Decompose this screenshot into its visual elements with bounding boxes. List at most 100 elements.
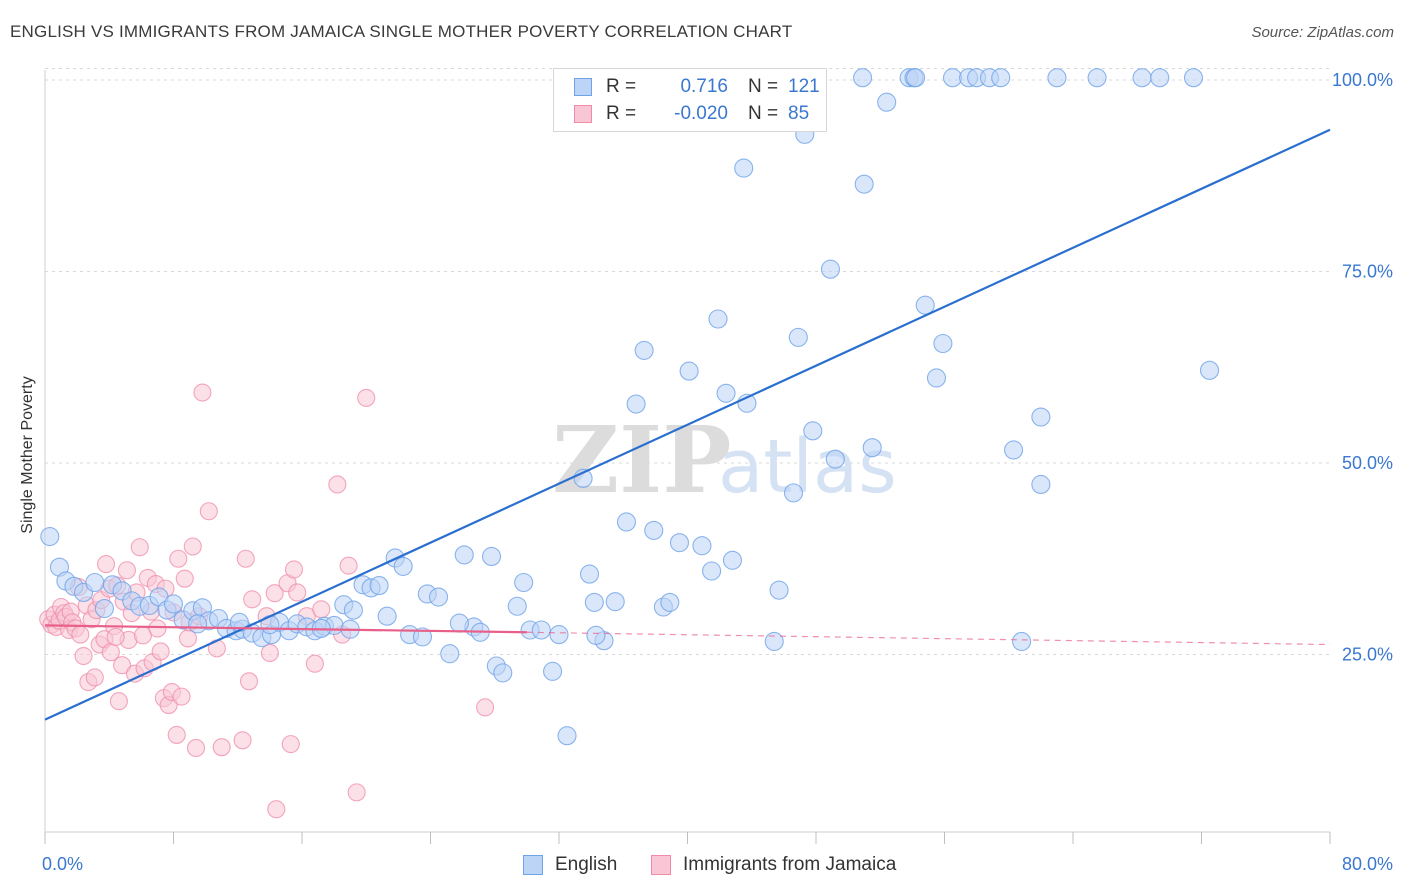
jamaica-point (109, 692, 128, 711)
english-point (543, 661, 563, 681)
english-point (428, 587, 449, 607)
jamaica-point (186, 738, 206, 758)
english-point (481, 546, 502, 567)
bottom-legend-english[interactable]: English (523, 852, 617, 878)
english-point (1012, 631, 1032, 652)
jamaica-point (236, 549, 255, 568)
jamaica-trend-extension (526, 631, 1331, 646)
english-point (1031, 474, 1051, 494)
watermark-zip: ZIP (552, 406, 731, 514)
english-point (716, 383, 736, 403)
x-tick-label-max: 80.0% (1342, 854, 1393, 874)
english-point (644, 520, 664, 540)
jamaica-point (130, 538, 149, 557)
jamaica-point (260, 643, 279, 663)
english-point (94, 598, 114, 619)
legend-swatch-jamaica (574, 105, 592, 123)
english-point (660, 592, 680, 612)
jamaica-point (265, 584, 284, 603)
english-point (803, 421, 823, 441)
english-point (493, 663, 513, 683)
english-point (188, 614, 208, 634)
jamaica-point (106, 627, 125, 646)
jamaica-point (305, 654, 324, 673)
english-point (449, 613, 469, 633)
jamaica-point (169, 549, 188, 568)
source-credit: Source: ZipAtlas.com (1251, 24, 1394, 41)
english-point (343, 600, 363, 620)
english-point (616, 512, 637, 532)
english-point (702, 561, 722, 581)
legend-r-value-english: 0.716 (680, 76, 728, 97)
english-point (634, 340, 654, 360)
legend-n-label: N = (748, 103, 779, 124)
english-trend-line (44, 128, 1331, 721)
bottom-legend-label-jamaica: Immigrants from Jamaica (683, 854, 897, 875)
legend-n-label: N = (748, 76, 779, 97)
jamaica-point (172, 687, 191, 706)
jamaica-point (233, 731, 252, 750)
jamaica-point (339, 556, 358, 575)
jamaica-point (288, 583, 307, 602)
jamaica-point (148, 619, 167, 638)
jamaica-point (117, 561, 136, 580)
jamaica-point (357, 388, 376, 407)
jamaica-point (281, 735, 300, 754)
english-point (764, 631, 784, 652)
english-point (788, 327, 808, 347)
stats-legend: R = 0.716 N = 121 R = -0.020 N = 85 (553, 68, 827, 132)
english-point (942, 68, 963, 88)
jamaica-point (167, 725, 186, 744)
jamaica-trend-line (44, 624, 527, 634)
english-point (557, 726, 577, 746)
jamaica-point (113, 656, 132, 675)
bottom-legend-jamaica[interactable]: Immigrants from Jamaica (651, 852, 896, 878)
legend-row-english: R = 0.716 N = 121 (574, 74, 820, 100)
y-tick-label: 25.0% (1342, 645, 1393, 665)
english-point (933, 333, 953, 354)
legend-row-jamaica: R = -0.020 N = 85 (574, 101, 809, 127)
english-point (1004, 440, 1024, 460)
jamaica-point (199, 502, 218, 521)
x-tick-label-min: 0.0% (42, 854, 83, 874)
jamaica-point (267, 800, 286, 819)
jamaica-point (239, 672, 259, 691)
jamaica-point (212, 738, 231, 757)
english-point (369, 576, 389, 596)
english-point (440, 644, 460, 664)
english-point (163, 594, 184, 614)
jamaica-point (85, 668, 104, 687)
english-point (877, 92, 897, 112)
jamaica-point (312, 600, 331, 619)
jamaica-point (347, 783, 366, 802)
bottom-legend-swatch-jamaica (651, 855, 671, 875)
english-point (1132, 68, 1152, 88)
y-tick-label: 100.0% (1332, 70, 1393, 90)
bottom-legend-swatch-english (523, 855, 543, 875)
y-tick-label: 75.0% (1342, 262, 1393, 282)
english-point (906, 68, 926, 88)
english-point (1031, 407, 1051, 427)
english-point (679, 361, 699, 381)
english-point (514, 572, 534, 593)
english-point (820, 259, 841, 279)
english-point (1047, 68, 1067, 88)
english-point (708, 309, 728, 329)
english-point (454, 545, 474, 565)
english-point (393, 556, 413, 576)
jamaica-point (96, 555, 116, 574)
english-point (1150, 68, 1170, 88)
legend-r-label: R = (606, 103, 637, 124)
english-point (862, 438, 882, 458)
english-point (769, 580, 789, 600)
legend-r-value-jamaica: -0.020 (674, 103, 728, 124)
bottom-legend-label-english: English (555, 854, 618, 875)
legend-n-value-jamaica: 85 (788, 103, 810, 124)
axes (44, 70, 1331, 844)
english-point (1087, 68, 1107, 88)
english-point (669, 533, 690, 553)
english-point (40, 526, 60, 547)
english-point (412, 627, 433, 647)
english-point (377, 606, 397, 626)
